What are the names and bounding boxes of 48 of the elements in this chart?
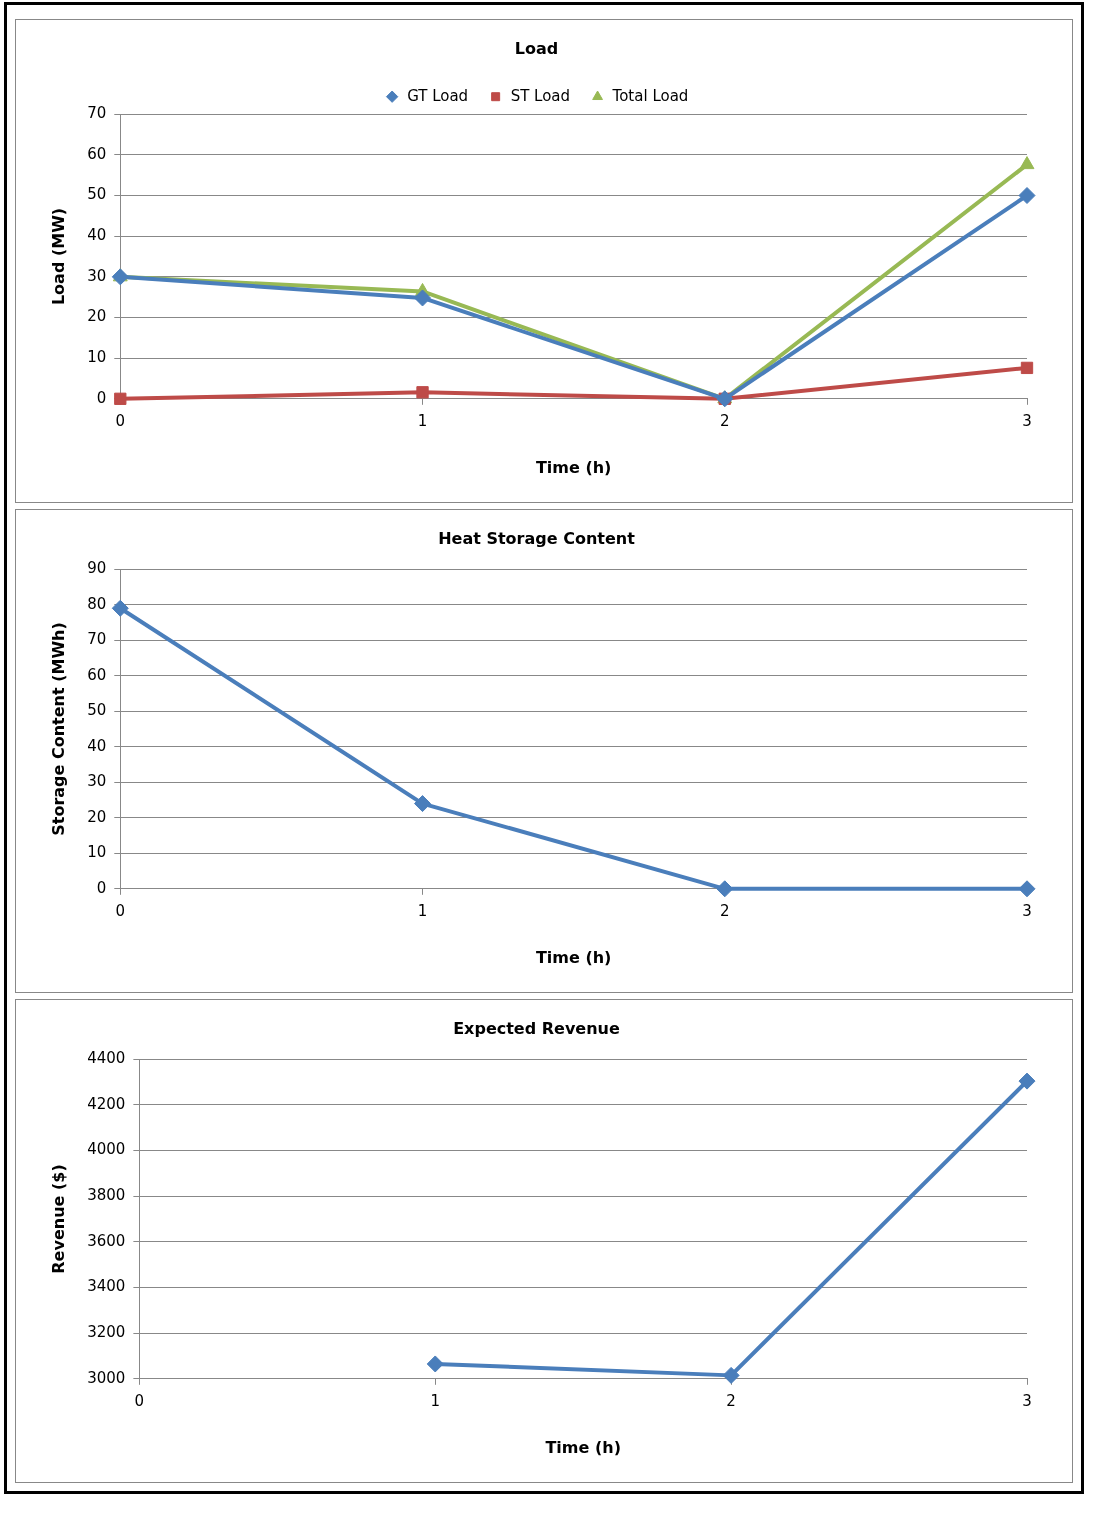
y-tick-label: 70: [87, 104, 107, 123]
x-tick-label: 3: [1022, 411, 1032, 430]
y-tick-label: 60: [87, 665, 107, 684]
chart-title: Expected Revenue: [453, 1018, 620, 1038]
x-tick-label: 2: [719, 411, 730, 430]
y-tick-label: 0: [96, 878, 107, 897]
x-tick-label: 2: [726, 1391, 736, 1410]
y-tick-label: 4000: [87, 1140, 126, 1159]
y-tick-label: 80: [87, 594, 107, 613]
legend-label: GT Load: [407, 86, 469, 105]
y-tick-label: 4200: [87, 1094, 126, 1113]
y-tick-label: 3800: [87, 1186, 126, 1205]
y-tick-label: 30: [87, 772, 107, 791]
x-tick-label: 2: [719, 901, 730, 920]
chart-title: Load: [514, 38, 559, 58]
y-tick-label: 70: [87, 630, 107, 649]
y-tick-label: 50: [87, 185, 107, 204]
y-tick-label: 20: [87, 307, 107, 326]
y-tick-label: 3200: [87, 1323, 126, 1342]
y-axis-title: Revenue ($): [48, 1164, 68, 1274]
x-tick-label: 3: [1022, 1391, 1032, 1410]
y-tick-label: 3400: [87, 1277, 126, 1296]
x-tick-label: 1: [430, 1391, 441, 1410]
x-axis-title: Time (h): [535, 457, 612, 477]
y-tick-label: 3000: [87, 1368, 126, 1387]
y-tick-label: 3600: [87, 1231, 126, 1250]
chart-title: Heat Storage Content: [438, 528, 636, 548]
y-tick-label: 40: [87, 226, 107, 245]
x-tick-label: 3: [1022, 901, 1032, 920]
y-tick-label: 50: [87, 701, 107, 720]
x-tick-label: 0: [134, 1391, 145, 1410]
y-axis-title: Load (MW): [48, 207, 68, 306]
y-axis-title: Storage Content (MWh): [48, 622, 68, 836]
legend-label: ST Load: [510, 86, 571, 105]
y-tick-label: 90: [87, 559, 107, 578]
x-tick-label: 1: [417, 411, 428, 430]
y-tick-label: 10: [87, 843, 107, 862]
x-axis-title: Time (h): [535, 947, 612, 967]
y-tick-label: 40: [87, 736, 107, 755]
x-axis-title: Time (h): [545, 1437, 621, 1457]
y-tick-label: 0: [96, 388, 107, 407]
y-tick-label: 30: [87, 266, 107, 285]
y-tick-label: 60: [87, 144, 107, 163]
y-tick-label: 20: [87, 807, 107, 826]
y-tick-label: 10: [87, 348, 107, 367]
y-tick-label: 4400: [87, 1049, 126, 1068]
legend-label: Total Load: [611, 86, 689, 105]
x-tick-label: 1: [417, 901, 428, 920]
